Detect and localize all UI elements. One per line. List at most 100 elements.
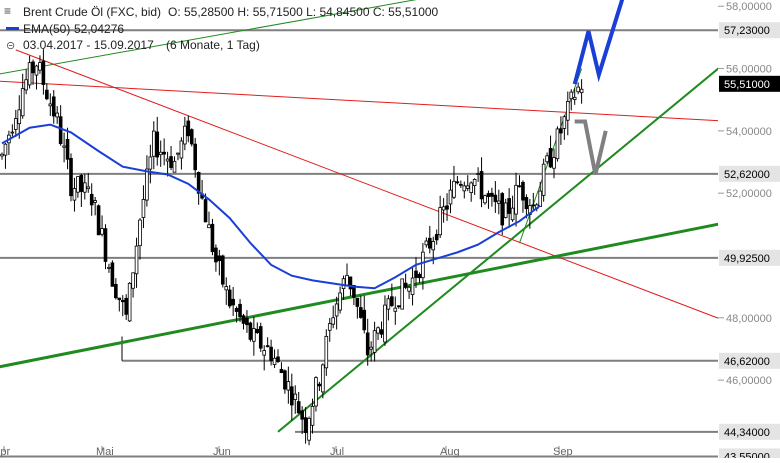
candle-body xyxy=(390,296,394,306)
month-label: Mai xyxy=(96,446,114,458)
candle-body xyxy=(196,172,201,194)
interval: (6 Monate, 1 Tag) xyxy=(166,38,260,52)
candle-body xyxy=(55,112,59,118)
candle-body xyxy=(145,168,149,201)
candle-body xyxy=(438,207,442,236)
ema-value: 52,04276 xyxy=(74,22,124,36)
candle-body xyxy=(321,364,325,393)
trendline-1 xyxy=(15,49,734,325)
candle-body xyxy=(369,346,373,350)
candle-body xyxy=(203,199,208,223)
candle-body xyxy=(258,326,263,349)
candle-body xyxy=(179,140,184,159)
candle-body xyxy=(459,183,463,186)
candle-body xyxy=(414,270,418,278)
candle-body xyxy=(421,251,425,279)
candle-body xyxy=(424,240,429,246)
candle-body xyxy=(514,184,518,215)
trendline-3 xyxy=(0,219,734,369)
candle-body xyxy=(48,103,53,107)
candle-body xyxy=(3,143,8,156)
candle-body xyxy=(552,157,556,169)
level-price-badge xyxy=(719,249,780,266)
candle-body xyxy=(51,96,56,117)
month-label: Sep xyxy=(553,446,573,458)
candle-body xyxy=(27,62,32,86)
price-tick-label: 46,00000 xyxy=(726,375,772,387)
candle-body xyxy=(279,368,284,374)
candle-body xyxy=(434,234,439,241)
price-tick-label: 54,00000 xyxy=(726,126,772,138)
candle-body xyxy=(548,148,553,168)
forecast-path-1 xyxy=(574,119,608,175)
candle-body xyxy=(562,116,567,129)
candle-body xyxy=(148,156,153,170)
candle-body xyxy=(262,350,266,356)
level-price-label: 44,34000 xyxy=(724,427,770,439)
candle-body xyxy=(317,383,322,387)
candle-body xyxy=(448,189,453,205)
candle-body xyxy=(479,171,484,200)
candle-body xyxy=(272,357,277,366)
price-tick-label: 56,00000 xyxy=(726,64,772,76)
candle-body xyxy=(234,308,239,312)
candle-body xyxy=(120,300,125,303)
candle-body xyxy=(220,255,225,285)
candle-body xyxy=(289,386,294,406)
candle-body xyxy=(79,174,84,192)
month-label: Aug xyxy=(440,446,460,458)
candle-body xyxy=(210,223,215,253)
trendline-0 xyxy=(0,0,417,75)
month-label: Jul xyxy=(330,446,344,458)
candle-body xyxy=(372,330,377,353)
candle-body xyxy=(541,163,546,196)
candle-body xyxy=(217,255,222,262)
candle-body xyxy=(407,286,411,292)
candle-body xyxy=(138,219,142,247)
candle-body xyxy=(303,417,308,434)
candle-body xyxy=(462,185,467,192)
candle-body xyxy=(283,370,287,390)
candle-body xyxy=(521,182,525,201)
candle-body xyxy=(172,160,177,173)
candle-body xyxy=(269,346,273,362)
candle-body xyxy=(58,116,63,145)
candle-body xyxy=(383,304,387,343)
candle-body xyxy=(352,285,356,298)
range-icon: ⊝ xyxy=(6,40,15,52)
trendline-2 xyxy=(0,80,734,123)
candle-body xyxy=(10,131,15,134)
candle-body xyxy=(103,228,108,262)
level-price-label: 57,23000 xyxy=(724,25,770,37)
candle-body xyxy=(331,317,335,325)
candle-body xyxy=(0,153,4,157)
level-price-badge xyxy=(719,423,780,440)
ohlc-readout: O: 55,28500 H: 55,71500 L: 54,84500 C: 5… xyxy=(168,5,439,19)
candle-body xyxy=(376,327,380,334)
candle-body xyxy=(255,328,260,334)
candle-body xyxy=(493,194,498,203)
candle-body xyxy=(555,128,560,160)
forecast-path-0 xyxy=(572,0,625,85)
candle-body xyxy=(31,61,35,74)
candle-body xyxy=(96,205,101,236)
candle-body xyxy=(427,237,432,249)
candle-body xyxy=(141,199,146,218)
ema-label: EMA(50) xyxy=(23,22,70,36)
candle-body xyxy=(124,297,129,315)
candle-body xyxy=(572,96,577,100)
candle-body xyxy=(379,329,384,335)
candle-body xyxy=(238,303,242,318)
candle-body xyxy=(358,307,363,318)
month-label: Jun xyxy=(213,446,231,458)
candle-body xyxy=(165,158,170,162)
candle-body xyxy=(569,91,574,100)
candle-body xyxy=(307,417,311,441)
candle-body xyxy=(355,297,360,307)
candle-body xyxy=(327,323,332,331)
candle-body xyxy=(169,156,173,168)
candle-body xyxy=(503,202,508,218)
candle-body xyxy=(93,200,97,203)
candle-body xyxy=(245,317,249,326)
